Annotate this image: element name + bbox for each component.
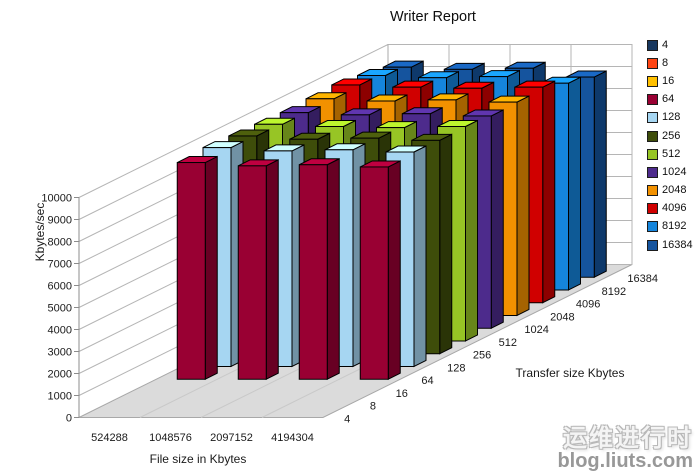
legend-swatch-16384 — [647, 239, 658, 251]
legend-swatch-4 — [647, 39, 658, 51]
x-category-label: 4194304 — [271, 432, 314, 444]
legend-item-16: 16 — [647, 72, 693, 90]
legend: 4 8 16 64 128 256 512 1024 2048 4096 8192 16384 — [647, 36, 693, 254]
bar-64-2097152-side — [326, 157, 340, 381]
legend-item-4096: 4096 — [647, 200, 693, 218]
x-category-label: 2097152 — [210, 432, 253, 444]
bar-16384-4194304-side — [593, 70, 607, 279]
z-category-label: 8192 — [602, 286, 626, 298]
legend-label-64: 64 — [662, 93, 675, 106]
z-category-label: 128 — [447, 362, 465, 374]
bar-64-524288 — [176, 162, 206, 380]
chart-title: Writer Report — [390, 9, 476, 25]
bar-64-524288-side — [204, 155, 218, 381]
y-tick-label: 7000 — [48, 259, 72, 271]
z-category-label: 1024 — [524, 324, 548, 336]
bar-256-4194304-side — [439, 133, 453, 355]
legend-label-8192: 8192 — [662, 220, 687, 233]
legend-swatch-64 — [647, 94, 658, 106]
z-category-label: 8 — [370, 401, 376, 413]
plot-bars — [176, 60, 607, 381]
bar-8192-4194304-side — [568, 76, 581, 291]
legend-label-512: 512 — [662, 147, 681, 160]
legend-label-4: 4 — [662, 38, 669, 51]
legend-label-4096: 4096 — [662, 202, 687, 215]
legend-item-256: 256 — [647, 127, 693, 145]
z-category-label: 256 — [473, 350, 491, 362]
y-tick-label: 9000 — [48, 215, 72, 227]
bar-64-4194304-side — [387, 160, 401, 381]
y-tick-label: 0 — [66, 413, 72, 425]
legend-item-512: 512 — [647, 145, 693, 163]
bar-1024-4194304-side — [490, 109, 504, 330]
legend-label-16: 16 — [662, 74, 675, 87]
bar-128-4194304-side — [413, 145, 427, 368]
bar-4096-4194304-side — [542, 80, 556, 304]
legend-item-64: 64 — [647, 91, 693, 109]
legend-item-1024: 1024 — [647, 163, 693, 181]
legend-item-16384: 16384 — [647, 236, 693, 254]
y-tick-label: 10000 — [41, 193, 72, 205]
z-category-label: 4 — [344, 413, 350, 425]
z-category-label: 512 — [499, 337, 517, 349]
legend-swatch-8192 — [647, 221, 658, 233]
legend-label-256: 256 — [662, 129, 681, 142]
legend-item-128: 128 — [647, 109, 693, 127]
z-category-label: 2048 — [550, 311, 574, 323]
y-tick-label: 1000 — [48, 391, 72, 403]
bar-2048-4194304-side — [516, 95, 530, 317]
legend-item-8: 8 — [647, 54, 693, 72]
legend-item-2048: 2048 — [647, 182, 693, 200]
legend-swatch-1024 — [647, 166, 658, 178]
bar-512-4194304-side — [465, 119, 478, 342]
legend-swatch-512 — [647, 148, 658, 160]
y-tick-label: 5000 — [48, 303, 72, 315]
z-category-label: 16384 — [627, 273, 658, 285]
z-category-label: 4096 — [576, 299, 600, 311]
bar-64-4194304 — [359, 166, 389, 380]
y-tick-label: 2000 — [48, 369, 72, 381]
legend-item-4: 4 — [647, 36, 693, 54]
y-tick-label: 8000 — [48, 237, 72, 249]
legend-label-1024: 1024 — [662, 165, 687, 178]
legend-swatch-128 — [647, 112, 658, 124]
legend-label-16384: 16384 — [662, 238, 693, 251]
legend-label-2048: 2048 — [662, 184, 687, 197]
y-tick-label: 3000 — [48, 347, 72, 359]
x-axis-title: File size in Kbytes — [150, 452, 247, 466]
bar-64-2097152 — [298, 164, 328, 380]
z-category-label: 16 — [396, 388, 408, 400]
legend-item-8192: 8192 — [647, 218, 693, 236]
legend-swatch-2048 — [647, 185, 658, 197]
legend-label-8: 8 — [662, 56, 669, 69]
bar-64-1048576 — [237, 165, 267, 380]
y-axis-title: Kbytes/sec — [33, 203, 47, 262]
legend-swatch-8 — [647, 57, 658, 69]
y-tick-label: 4000 — [48, 325, 72, 337]
x-category-label: 524288 — [91, 432, 128, 444]
legend-swatch-4096 — [647, 203, 658, 215]
z-axis-title: Transfer size Kbytes — [516, 366, 625, 380]
bar-64-1048576-side — [265, 159, 279, 381]
x-category-label: 1048576 — [149, 432, 192, 444]
legend-swatch-256 — [647, 130, 658, 142]
legend-swatch-16 — [647, 75, 658, 87]
y-tick-label: 6000 — [48, 281, 72, 293]
z-category-label: 64 — [421, 375, 433, 387]
left-wall-gridline — [78, 44, 389, 198]
plot-labels: 0 1000 2000 3000 4000 5000 6000 7000 8000 9000 100… — [41, 193, 658, 445]
legend-label-128: 128 — [662, 111, 681, 124]
